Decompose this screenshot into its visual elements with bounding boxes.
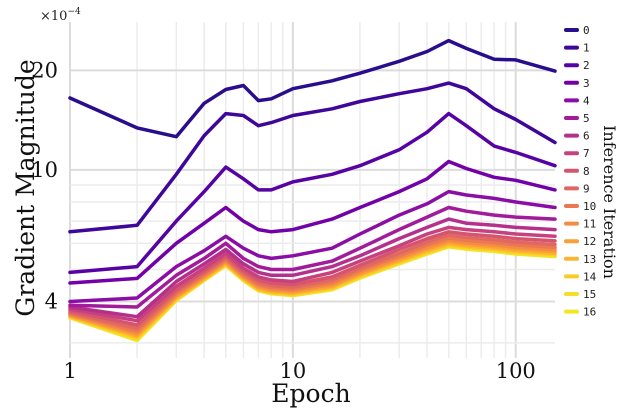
legend-title: Inference Iteration <box>600 125 619 279</box>
legend-label-16: 16 <box>583 306 596 319</box>
x-tick-label: 100 <box>496 359 536 383</box>
axes: ×10−4 Epoch Gradient Magnitude 1 10 100 4 10… <box>11 7 536 408</box>
series-line-2 <box>68 111 557 275</box>
series-line-1 <box>68 81 557 234</box>
legend-label-2: 2 <box>583 59 590 72</box>
legend-label-4: 4 <box>583 94 590 107</box>
series-line-4 <box>68 189 557 304</box>
legend-label-9: 9 <box>583 182 590 195</box>
legend-label-1: 1 <box>583 42 590 55</box>
x-axis-label: Epoch <box>271 379 350 408</box>
y-scale-exponent: −4 <box>67 7 81 17</box>
y-tick-label: 10 <box>31 158 58 182</box>
legend-label-13: 13 <box>583 253 596 266</box>
legend-label-5: 5 <box>583 112 590 125</box>
series-lines <box>68 38 557 343</box>
legend: Inference Iteration 01234567891011121314… <box>564 24 619 319</box>
legend-label-12: 12 <box>583 235 596 248</box>
y-tick-label: 4 <box>45 290 58 314</box>
series-line-5 <box>68 205 557 309</box>
series-line-7 <box>68 225 557 323</box>
grid <box>69 22 555 358</box>
x-tick-label: 10 <box>280 359 307 383</box>
legend-label-15: 15 <box>583 288 596 301</box>
series-line-6 <box>68 217 557 319</box>
y-scale-note: ×10−4 <box>40 7 81 24</box>
legend-label-8: 8 <box>583 165 590 178</box>
legend-label-6: 6 <box>583 130 590 143</box>
legend-label-10: 10 <box>583 200 596 213</box>
y-axis-label: Gradient Magnitude <box>11 59 40 316</box>
series-line-0 <box>68 38 557 139</box>
y-tick-label: 20 <box>31 58 58 82</box>
series-line-3 <box>68 159 557 285</box>
legend-label-3: 3 <box>583 77 590 90</box>
x-tick-label: 1 <box>63 359 76 383</box>
legend-label-11: 11 <box>583 218 596 231</box>
series-line-8 <box>68 230 557 327</box>
legend-label-7: 7 <box>583 147 590 160</box>
series-line-9 <box>68 233 557 331</box>
legend-label-0: 0 <box>583 24 590 37</box>
legend-label-14: 14 <box>583 270 597 283</box>
